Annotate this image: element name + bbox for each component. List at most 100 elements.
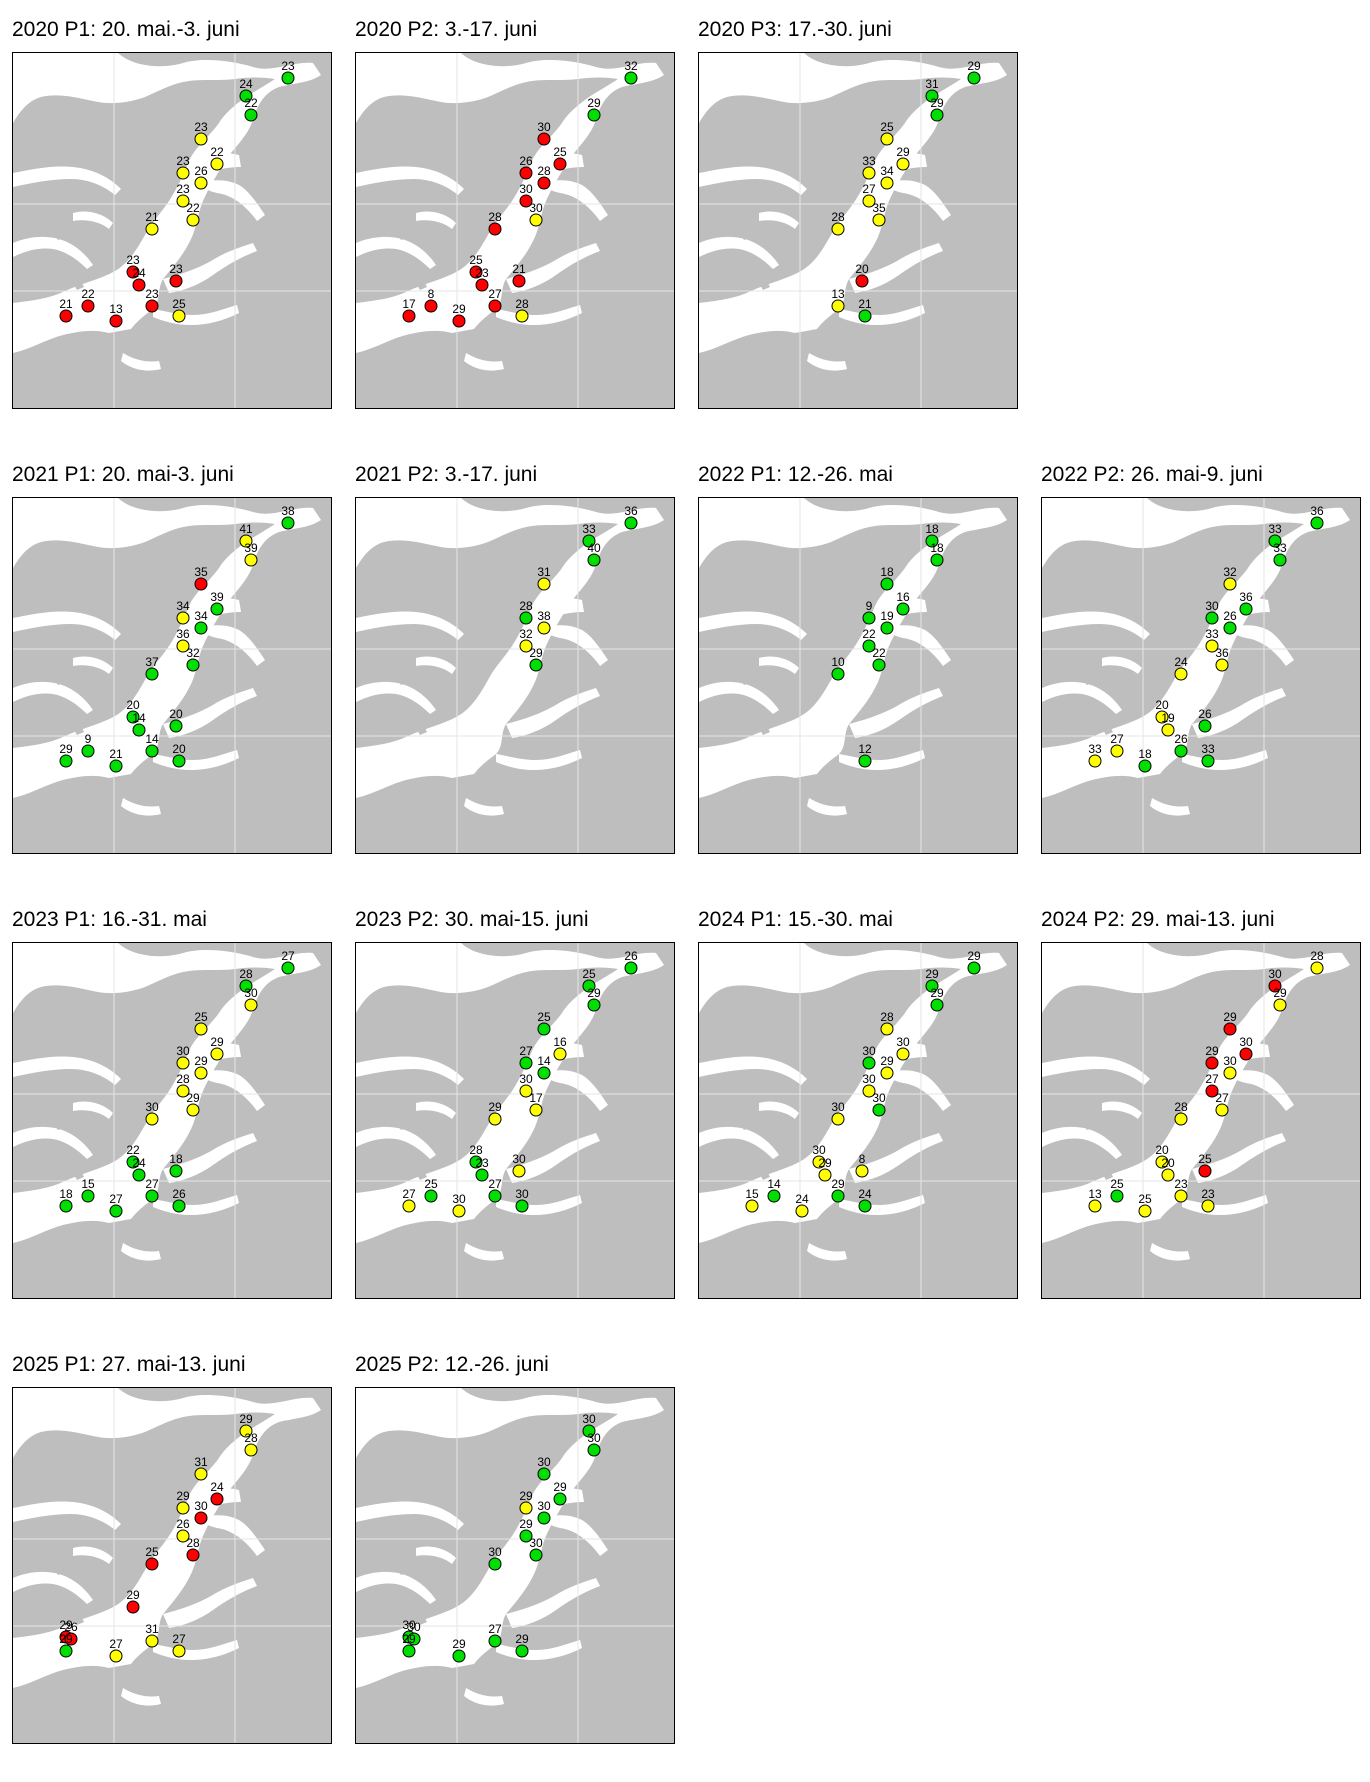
site-marker[interactable] — [529, 658, 543, 672]
monitoring-site[interactable]: 18 — [1138, 747, 1152, 773]
monitoring-site[interactable]: 20 — [169, 707, 183, 733]
monitoring-site[interactable]: 20 — [126, 698, 140, 724]
monitoring-site[interactable]: 30 — [488, 1545, 502, 1571]
site-marker[interactable] — [553, 1492, 567, 1506]
monitoring-site[interactable]: 26 — [172, 1187, 186, 1213]
monitoring-site[interactable]: 29 — [126, 1588, 140, 1614]
monitoring-site[interactable]: 22 — [862, 627, 876, 653]
monitoring-site[interactable]: 27 — [488, 1622, 502, 1648]
site-marker[interactable] — [1138, 1204, 1152, 1218]
monitoring-site[interactable]: 30 — [1239, 1035, 1253, 1061]
monitoring-site[interactable]: 27 — [1205, 1072, 1219, 1098]
monitoring-site[interactable]: 26 — [1174, 732, 1188, 758]
monitoring-site[interactable]: 36 — [1310, 504, 1324, 530]
monitoring-site[interactable]: 31 — [194, 1455, 208, 1481]
monitoring-site[interactable]: 33 — [1273, 541, 1287, 567]
site-marker[interactable] — [1138, 759, 1152, 773]
site-marker[interactable] — [858, 309, 872, 323]
monitoring-site[interactable]: 33 — [1205, 627, 1219, 653]
monitoring-site[interactable]: 30 — [452, 1192, 466, 1218]
monitoring-site[interactable]: 25 — [194, 1010, 208, 1036]
monitoring-site[interactable]: 38 — [281, 504, 295, 530]
monitoring-site[interactable]: 38 — [537, 609, 551, 635]
monitoring-site[interactable]: 27 — [109, 1192, 123, 1218]
site-marker[interactable] — [1223, 577, 1237, 591]
monitoring-site[interactable]: 29 — [529, 646, 543, 672]
monitoring-site[interactable]: 30 — [529, 201, 543, 227]
monitoring-site[interactable]: 18 — [930, 541, 944, 567]
site-marker[interactable] — [1155, 1155, 1169, 1169]
monitoring-site[interactable]: 22 — [244, 96, 258, 122]
monitoring-site[interactable]: 23 — [176, 182, 190, 208]
monitoring-site[interactable]: 30 — [872, 1091, 886, 1117]
site-marker[interactable] — [469, 265, 483, 279]
site-marker[interactable] — [194, 1066, 208, 1080]
site-marker[interactable] — [402, 309, 416, 323]
site-marker[interactable] — [1198, 719, 1212, 733]
monitoring-site[interactable]: 28 — [176, 1072, 190, 1098]
monitoring-site[interactable]: 29 — [519, 1517, 533, 1543]
monitoring-site[interactable]: 26 — [176, 1517, 190, 1543]
monitoring-site[interactable]: 35 — [872, 201, 886, 227]
site-marker[interactable] — [896, 157, 910, 171]
site-marker[interactable] — [1174, 1112, 1188, 1126]
monitoring-site[interactable]: 26 — [624, 949, 638, 975]
monitoring-site[interactable]: 28 — [537, 164, 551, 190]
site-marker[interactable] — [488, 299, 502, 313]
site-marker[interactable] — [862, 1056, 876, 1070]
site-marker[interactable] — [176, 639, 190, 653]
monitoring-site[interactable]: 9 — [81, 732, 95, 758]
site-marker[interactable] — [553, 1047, 567, 1061]
site-marker[interactable] — [176, 1084, 190, 1098]
site-marker[interactable] — [582, 534, 596, 548]
site-marker[interactable] — [1201, 1199, 1215, 1213]
monitoring-site[interactable]: 34 — [176, 599, 190, 625]
monitoring-site[interactable]: 35 — [194, 565, 208, 591]
monitoring-site[interactable]: 33 — [862, 154, 876, 180]
site-marker[interactable] — [186, 658, 200, 672]
site-marker[interactable] — [1088, 1199, 1102, 1213]
site-marker[interactable] — [281, 516, 295, 530]
site-marker[interactable] — [172, 1644, 186, 1658]
monitoring-site[interactable]: 28 — [469, 1143, 483, 1169]
site-marker[interactable] — [186, 1548, 200, 1562]
monitoring-site[interactable]: 26 — [519, 154, 533, 180]
site-marker[interactable] — [210, 157, 224, 171]
monitoring-site[interactable]: 25 — [1198, 1152, 1212, 1178]
site-marker[interactable] — [64, 1632, 78, 1646]
monitoring-site[interactable]: 13 — [109, 302, 123, 328]
monitoring-site[interactable]: 25 — [172, 297, 186, 323]
site-marker[interactable] — [930, 108, 944, 122]
site-marker[interactable] — [169, 719, 183, 733]
monitoring-site[interactable]: 32 — [519, 627, 533, 653]
site-marker[interactable] — [1310, 961, 1324, 975]
site-marker[interactable] — [1110, 744, 1124, 758]
site-marker[interactable] — [862, 639, 876, 653]
monitoring-site[interactable]: 40 — [587, 541, 601, 567]
site-marker[interactable] — [767, 1189, 781, 1203]
site-marker[interactable] — [515, 1199, 529, 1213]
monitoring-site[interactable]: 20 — [172, 742, 186, 768]
monitoring-site[interactable]: 30 — [812, 1143, 826, 1169]
site-marker[interactable] — [132, 278, 146, 292]
site-marker[interactable] — [967, 71, 981, 85]
monitoring-site[interactable]: 29 — [818, 1156, 832, 1182]
monitoring-site[interactable]: 27 — [1215, 1091, 1229, 1117]
site-marker[interactable] — [880, 621, 894, 635]
site-marker[interactable] — [281, 71, 295, 85]
monitoring-site[interactable]: 23 — [1201, 1187, 1215, 1213]
monitoring-site[interactable]: 22 — [210, 145, 224, 171]
site-marker[interactable] — [194, 621, 208, 635]
monitoring-site[interactable]: 20 — [1155, 698, 1169, 724]
monitoring-site[interactable]: 14 — [145, 732, 159, 758]
monitoring-site[interactable]: 29 — [59, 1632, 73, 1658]
monitoring-site[interactable]: 24 — [795, 1192, 809, 1218]
monitoring-site[interactable]: 16 — [896, 590, 910, 616]
site-marker[interactable] — [176, 1056, 190, 1070]
monitoring-site[interactable]: 14 — [537, 1054, 551, 1080]
site-marker[interactable] — [880, 176, 894, 190]
monitoring-site[interactable]: 15 — [81, 1177, 95, 1203]
monitoring-site[interactable]: 27 — [488, 1177, 502, 1203]
monitoring-site[interactable]: 25 — [537, 1010, 551, 1036]
monitoring-site[interactable]: 29 — [176, 1489, 190, 1515]
